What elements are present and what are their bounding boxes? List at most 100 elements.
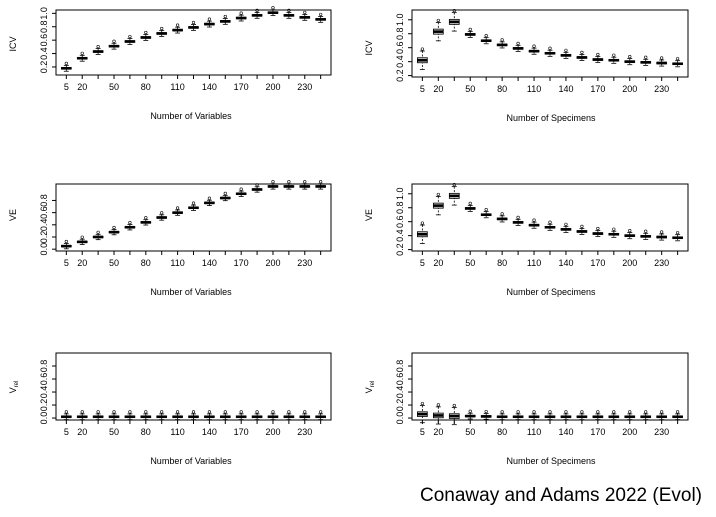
y-axis-label-subscript: rel xyxy=(370,381,376,388)
box-155 xyxy=(219,14,231,25)
y-tick-label: 0.6 xyxy=(39,206,49,219)
outlier-point xyxy=(80,51,84,55)
box-140 xyxy=(204,196,215,206)
box-50 xyxy=(108,39,120,50)
outlier-point xyxy=(319,410,323,414)
outlier-point xyxy=(96,410,100,414)
box-50 xyxy=(464,27,476,38)
box-35 xyxy=(448,403,460,426)
outlier-point xyxy=(255,410,259,414)
outlier-point xyxy=(532,44,536,48)
outlier-point xyxy=(564,48,568,52)
y-tick-label: 0.8 xyxy=(39,360,49,373)
outlier-point xyxy=(468,27,472,31)
outlier-point xyxy=(287,8,291,13)
x-axis-label: Number of Specimens xyxy=(506,113,596,123)
outlier-point xyxy=(436,403,440,407)
outlier-point xyxy=(191,20,196,25)
outlier-point xyxy=(160,26,164,31)
box-80 xyxy=(140,30,152,41)
box-95 xyxy=(156,211,168,221)
x-tick-label: 170 xyxy=(234,258,249,268)
box-200 xyxy=(267,6,279,17)
x-tick-label: 80 xyxy=(141,427,151,437)
box-80 xyxy=(496,212,508,223)
y-tick-label: 0.0 xyxy=(395,412,405,425)
outlier-point xyxy=(676,410,680,414)
outlier-point xyxy=(176,206,180,210)
y-tick-label: 0.2 xyxy=(39,61,49,74)
outlier-point xyxy=(239,187,243,191)
x-tick-label: 5 xyxy=(420,427,425,437)
box-110 xyxy=(528,410,540,421)
outlier-point xyxy=(436,192,440,197)
box-5 xyxy=(417,401,428,424)
box-245 xyxy=(672,410,683,421)
chart-panel-2: 0.20.40.60.81.0 5 20 50 80 110 140 170 200 230 Num… xyxy=(364,9,689,123)
outlier-point xyxy=(580,224,584,228)
box-170 xyxy=(235,11,247,22)
x-tick-label: 200 xyxy=(622,427,637,437)
outlier-point xyxy=(271,410,275,414)
x-tick-label: 50 xyxy=(109,427,119,437)
x-tick-label: 50 xyxy=(465,258,475,268)
outlier-point xyxy=(612,53,616,57)
box-215 xyxy=(640,229,652,240)
outlier-point xyxy=(596,226,600,231)
outlier-point xyxy=(303,10,307,15)
outlier-point xyxy=(564,222,568,226)
box-50 xyxy=(464,409,476,420)
y-tick-label: 1.0 xyxy=(395,188,405,201)
box-20 xyxy=(432,192,444,216)
outlier-point xyxy=(176,23,180,27)
box-140 xyxy=(560,48,572,59)
box-230 xyxy=(299,410,311,421)
x-tick-label: 170 xyxy=(590,258,605,268)
x-tick-label: 20 xyxy=(433,84,443,94)
outlier-point xyxy=(112,225,116,230)
x-tick-label: 80 xyxy=(141,258,151,268)
x-tick-label: 50 xyxy=(109,258,119,268)
x-tick-label: 170 xyxy=(590,84,605,94)
x-tick-label: 200 xyxy=(622,84,637,94)
outlier-point xyxy=(207,196,211,200)
x-tick-label: 20 xyxy=(77,82,87,92)
outlier-point xyxy=(96,230,100,234)
outlier-point xyxy=(255,8,259,13)
outlier-point xyxy=(676,231,680,235)
x-tick-label: 230 xyxy=(654,258,669,268)
outlier-point xyxy=(239,410,243,414)
x-tick-label: 230 xyxy=(654,84,669,94)
outlier-point xyxy=(500,38,504,42)
box-200 xyxy=(624,228,636,240)
box-20 xyxy=(432,18,444,42)
y-tick-label: 0.0 xyxy=(39,243,49,256)
figure-caption: Conaway and Adams 2022 (Evol) xyxy=(420,485,702,506)
box-35 xyxy=(92,410,104,421)
box-50 xyxy=(108,410,120,421)
x-tick-label: 50 xyxy=(465,84,475,94)
y-tick-label: 0.0 xyxy=(39,412,49,425)
box-80 xyxy=(496,410,508,421)
outlier-point xyxy=(223,191,227,195)
x-tick-label: 170 xyxy=(234,427,249,437)
x-axis-label: Number of Variables xyxy=(150,287,232,297)
outlier-point xyxy=(128,34,132,39)
x-tick-label: 20 xyxy=(433,427,443,437)
box-65 xyxy=(124,410,136,421)
x-axis-label: Number of Variables xyxy=(150,111,232,121)
box-95 xyxy=(156,410,168,421)
outlier-point xyxy=(516,215,520,219)
box-230 xyxy=(656,56,668,67)
y-tick-label: 0.6 xyxy=(39,373,49,386)
chart-panel-1: 0.20.40.60.81.0 5 20 50 80 110 140 170 200 230 Num… xyxy=(8,6,332,121)
outlier-point xyxy=(128,410,132,414)
outlier-point xyxy=(660,56,664,60)
outlier-point xyxy=(303,180,307,184)
x-tick-label: 110 xyxy=(170,82,184,92)
box-245 xyxy=(315,12,326,23)
outlier-point xyxy=(420,221,424,225)
box-185 xyxy=(608,410,620,421)
box-170 xyxy=(592,410,604,421)
y-tick-label: 0.8 xyxy=(395,27,405,40)
